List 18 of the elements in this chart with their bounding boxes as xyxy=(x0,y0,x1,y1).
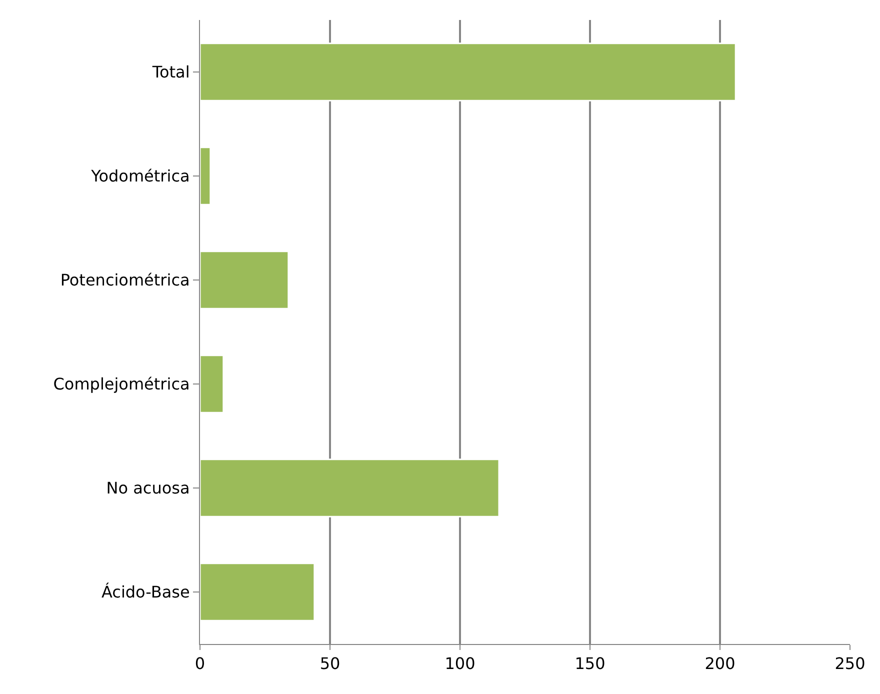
bar xyxy=(200,146,212,206)
y-tick-label: Potenciométrica xyxy=(60,270,190,290)
bar xyxy=(200,354,224,414)
x-tick-label: 200 xyxy=(704,654,736,674)
x-tick-label: 0 xyxy=(194,654,206,674)
y-tick-label: Complejométrica xyxy=(53,374,190,394)
x-tick-label: 100 xyxy=(444,654,476,674)
x-tick-label: 150 xyxy=(574,654,606,674)
bar xyxy=(200,250,290,310)
y-tick-label: Yodométrica xyxy=(90,166,190,186)
bar xyxy=(200,458,500,518)
x-tick-label: 50 xyxy=(320,654,340,674)
y-tick-label: No acuosa xyxy=(106,478,190,498)
y-tick-label: Total xyxy=(151,62,190,82)
y-tick-label: Ácido-Base xyxy=(101,582,190,602)
bar xyxy=(200,42,736,102)
x-tick-label: 250 xyxy=(834,654,866,674)
bar xyxy=(200,562,316,622)
